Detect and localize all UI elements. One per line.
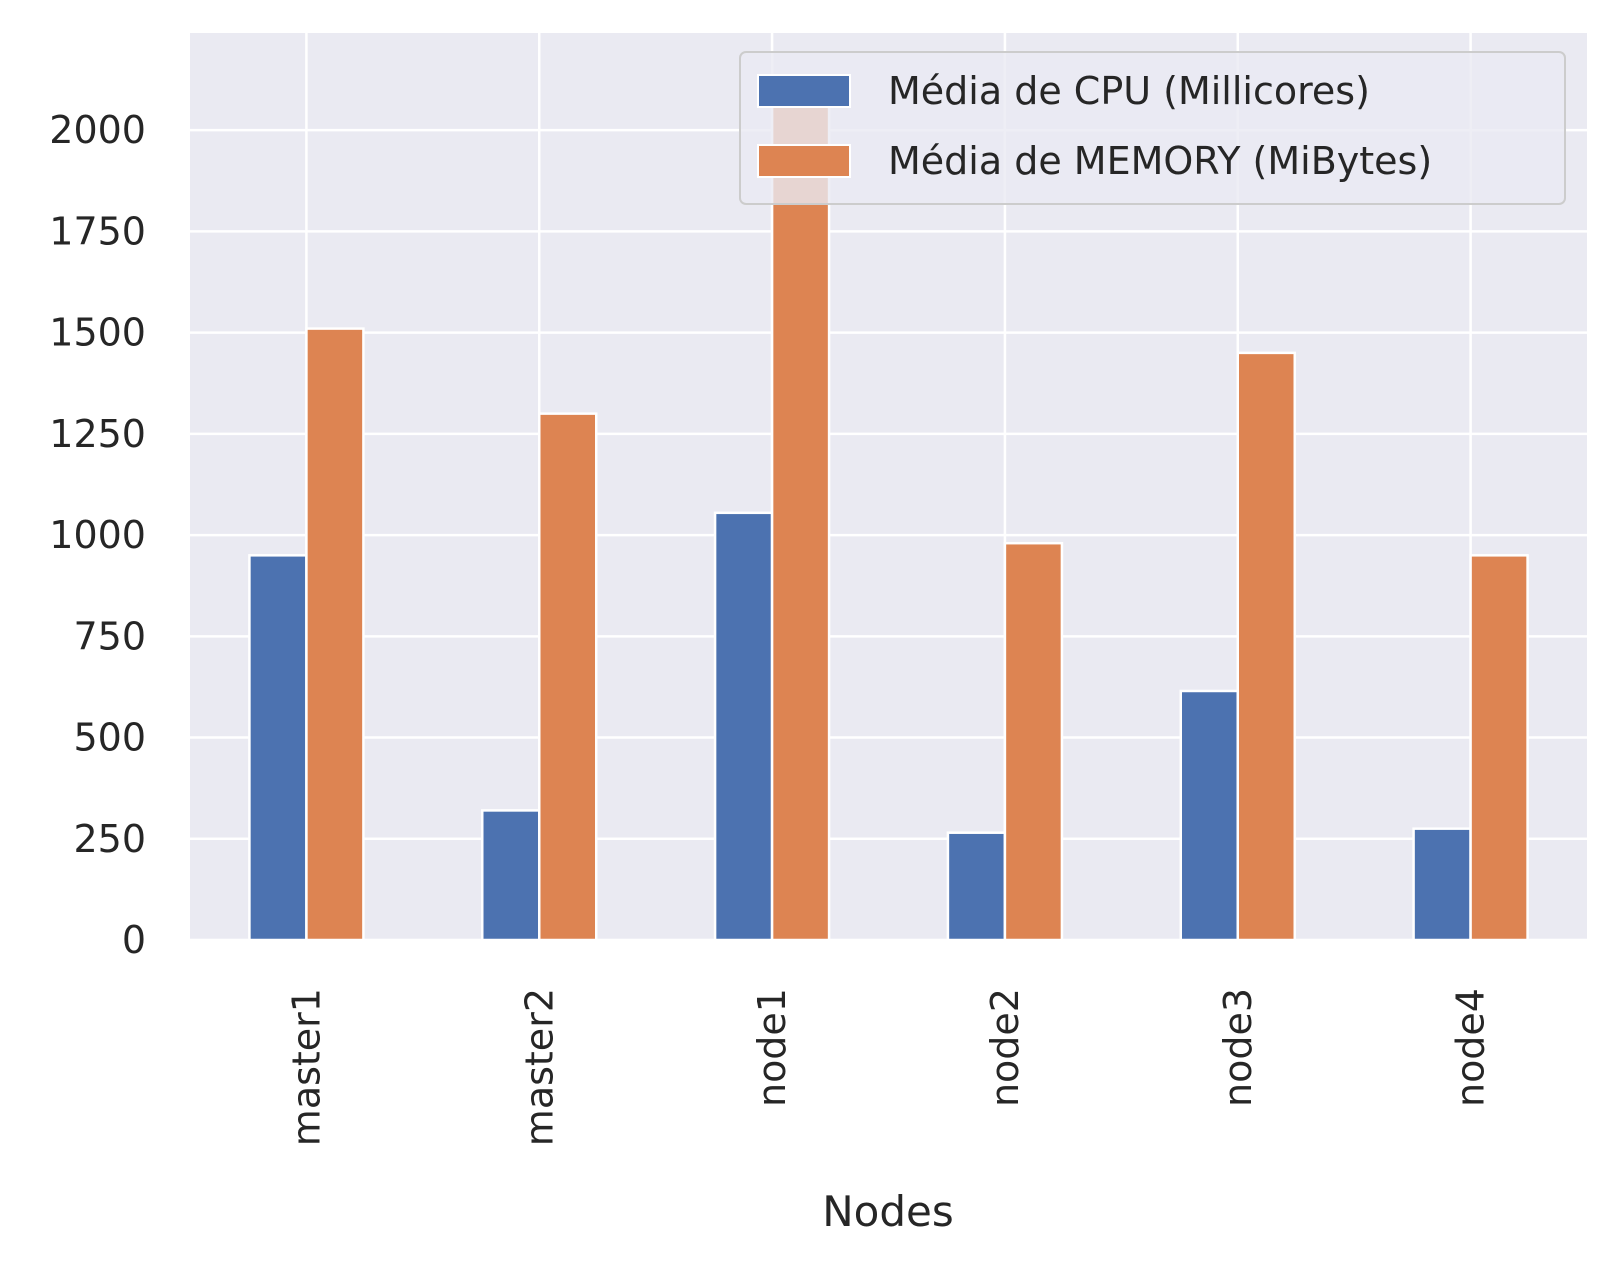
y-tick-label: 1250: [49, 412, 146, 456]
y-tick-labels: 0 250 500 750 1000 1250 1500 1750 2000: [49, 108, 146, 962]
y-tick-label: 750: [73, 614, 146, 658]
bar-memory-node4: [1469, 554, 1529, 942]
bar-cpu-node4: [1412, 827, 1472, 942]
x-tick-label: node1: [750, 988, 794, 1107]
legend-label-cpu: Média de CPU (Millicores): [888, 69, 1370, 113]
bar-memory-node2: [1003, 541, 1064, 942]
bar-memory-master1: [305, 327, 365, 942]
y-tick-label: 250: [73, 817, 146, 861]
y-tick-label: 1750: [49, 209, 146, 253]
y-tick-label: 1000: [49, 513, 146, 557]
x-tick-label: node3: [1216, 988, 1260, 1107]
bar-memory-node3: [1236, 351, 1296, 942]
x-tick-label: master1: [284, 988, 328, 1146]
x-tick-label: node4: [1449, 988, 1493, 1107]
bars: [248, 104, 1529, 942]
y-tick-label: 0: [122, 918, 146, 962]
bar-cpu-master2: [481, 809, 541, 942]
y-tick-label: 500: [73, 716, 146, 760]
legend-box: [739, 51, 1566, 205]
x-axis-label: Nodes: [822, 1187, 954, 1236]
x-tick-label: node2: [983, 988, 1027, 1107]
bar-cpu-master1: [248, 554, 308, 942]
y-tick-label: 1500: [49, 311, 146, 355]
bar-memory-master2: [538, 412, 598, 942]
bar-cpu-node1: [713, 511, 774, 942]
x-tick-label: master2: [517, 988, 561, 1146]
x-tick-labels: master1 master2 node1 node2 node3 node4: [284, 988, 1492, 1146]
legend-swatch-cpu: [757, 74, 851, 108]
legend-swatch-memory: [757, 144, 851, 178]
legend: Média de CPU (Millicores) Média de MEMOR…: [739, 51, 1566, 205]
bar-memory-node1: [770, 104, 831, 942]
bar-cpu-node3: [1179, 689, 1239, 942]
legend-label-memory: Média de MEMORY (MiBytes): [888, 139, 1432, 183]
y-tick-label: 2000: [49, 108, 146, 152]
bar-cpu-node2: [946, 831, 1007, 942]
